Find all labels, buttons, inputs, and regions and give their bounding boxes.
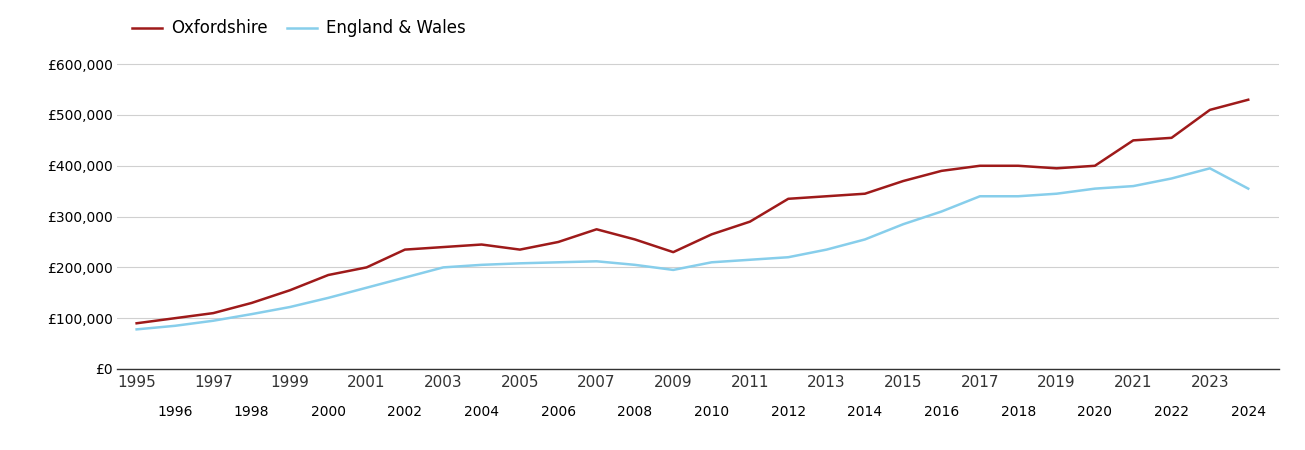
Legend: Oxfordshire, England & Wales: Oxfordshire, England & Wales: [125, 13, 472, 44]
